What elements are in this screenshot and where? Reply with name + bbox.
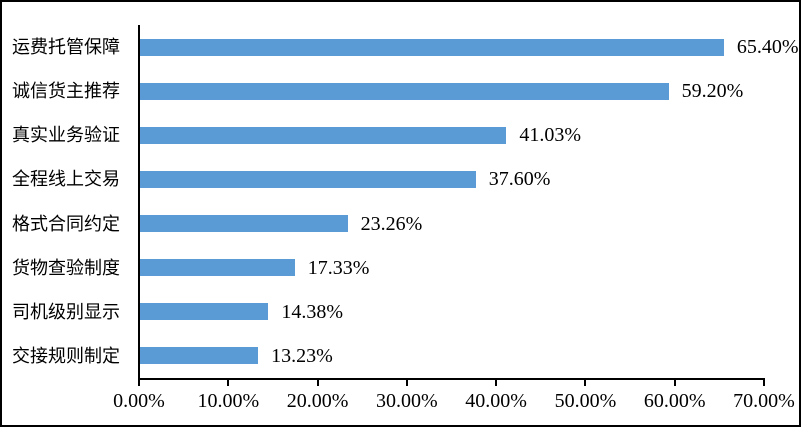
x-tick-label: 50.00% [554, 390, 617, 412]
bar [140, 259, 295, 277]
bar-zone: 13.23% [138, 334, 763, 378]
bar [140, 303, 269, 321]
bar-zone: 14.38% [138, 290, 763, 334]
bar-row: 货物查验制度 17.33% [2, 246, 763, 290]
value-label: 59.20% [681, 80, 744, 103]
category-label: 真实业务验证 [12, 125, 120, 146]
value-label: 17.33% [307, 256, 370, 279]
bar [140, 82, 669, 100]
x-tick-label: 30.00% [376, 390, 438, 412]
x-tick-label: 20.00% [286, 390, 349, 412]
value-label: 23.26% [360, 212, 423, 235]
bar [140, 347, 259, 365]
x-tick-label: 70.00% [733, 390, 795, 412]
x-tick [495, 380, 498, 386]
bar-row: 真实业务验证 41.03% [2, 113, 763, 157]
x-tick [138, 380, 140, 386]
value-label: 65.40% [736, 36, 799, 59]
x-axis-line [138, 378, 765, 380]
value-label: 14.38% [281, 300, 344, 323]
bar-zone: 37.60% [138, 157, 763, 201]
x-tick-label: 10.00% [197, 390, 260, 412]
category-label: 运费托管保障 [12, 37, 120, 58]
x-tick-label: 0.00% [113, 390, 165, 412]
bar-rows: 运费托管保障 65.40% 诚信货主推荐 59.20% 真实业务验证 41.03% 全程线上… [2, 25, 799, 378]
bar-zone: 17.33% [138, 246, 763, 290]
bar [140, 170, 476, 188]
y-axis-line [138, 25, 140, 381]
bar-zone: 41.03% [138, 113, 763, 157]
category-label: 货物查验制度 [12, 257, 120, 278]
bar-zone: 23.26% [138, 202, 763, 246]
x-tick [584, 380, 587, 386]
bar [140, 126, 507, 144]
x-tick-label: 40.00% [465, 390, 527, 412]
category-label: 全程线上交易 [12, 169, 120, 190]
bar [140, 215, 348, 233]
category-label: 司机级别显示 [12, 301, 120, 322]
bar-row: 交接规则制定 13.23% [2, 334, 763, 378]
bar-zone: 65.40% [138, 25, 799, 69]
value-label: 13.23% [271, 344, 333, 367]
value-label: 37.60% [488, 168, 551, 191]
x-tick [673, 380, 676, 386]
x-tick [405, 380, 408, 386]
x-tick [316, 380, 319, 386]
bar-row: 运费托管保障 65.40% [2, 25, 799, 69]
bar-row: 诚信货主推荐 59.20% [2, 69, 763, 113]
x-tick [763, 380, 765, 386]
bar-zone: 59.20% [138, 69, 763, 113]
bar [140, 38, 724, 56]
x-tick [227, 380, 230, 386]
category-label: 交接规则制定 [12, 345, 120, 366]
bar-row: 全程线上交易 37.60% [2, 157, 763, 201]
category-label: 格式合同约定 [12, 213, 120, 234]
x-axis: 0.00% 10.00% 20.00% 30.00% 40.00% 50.00% 60.00… [113, 380, 795, 420]
x-tick-label: 60.00% [643, 390, 706, 412]
value-label: 41.03% [519, 124, 581, 147]
bar-row: 司机级别显示 14.38% [2, 290, 763, 334]
bar-row: 格式合同约定 23.26% [2, 202, 763, 246]
category-label: 诚信货主推荐 [12, 81, 120, 102]
